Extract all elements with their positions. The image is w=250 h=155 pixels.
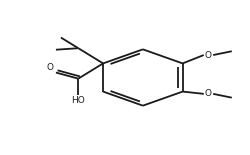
Text: O: O xyxy=(204,51,211,60)
Text: O: O xyxy=(204,89,211,98)
Text: HO: HO xyxy=(71,96,85,105)
Text: O: O xyxy=(47,63,54,72)
